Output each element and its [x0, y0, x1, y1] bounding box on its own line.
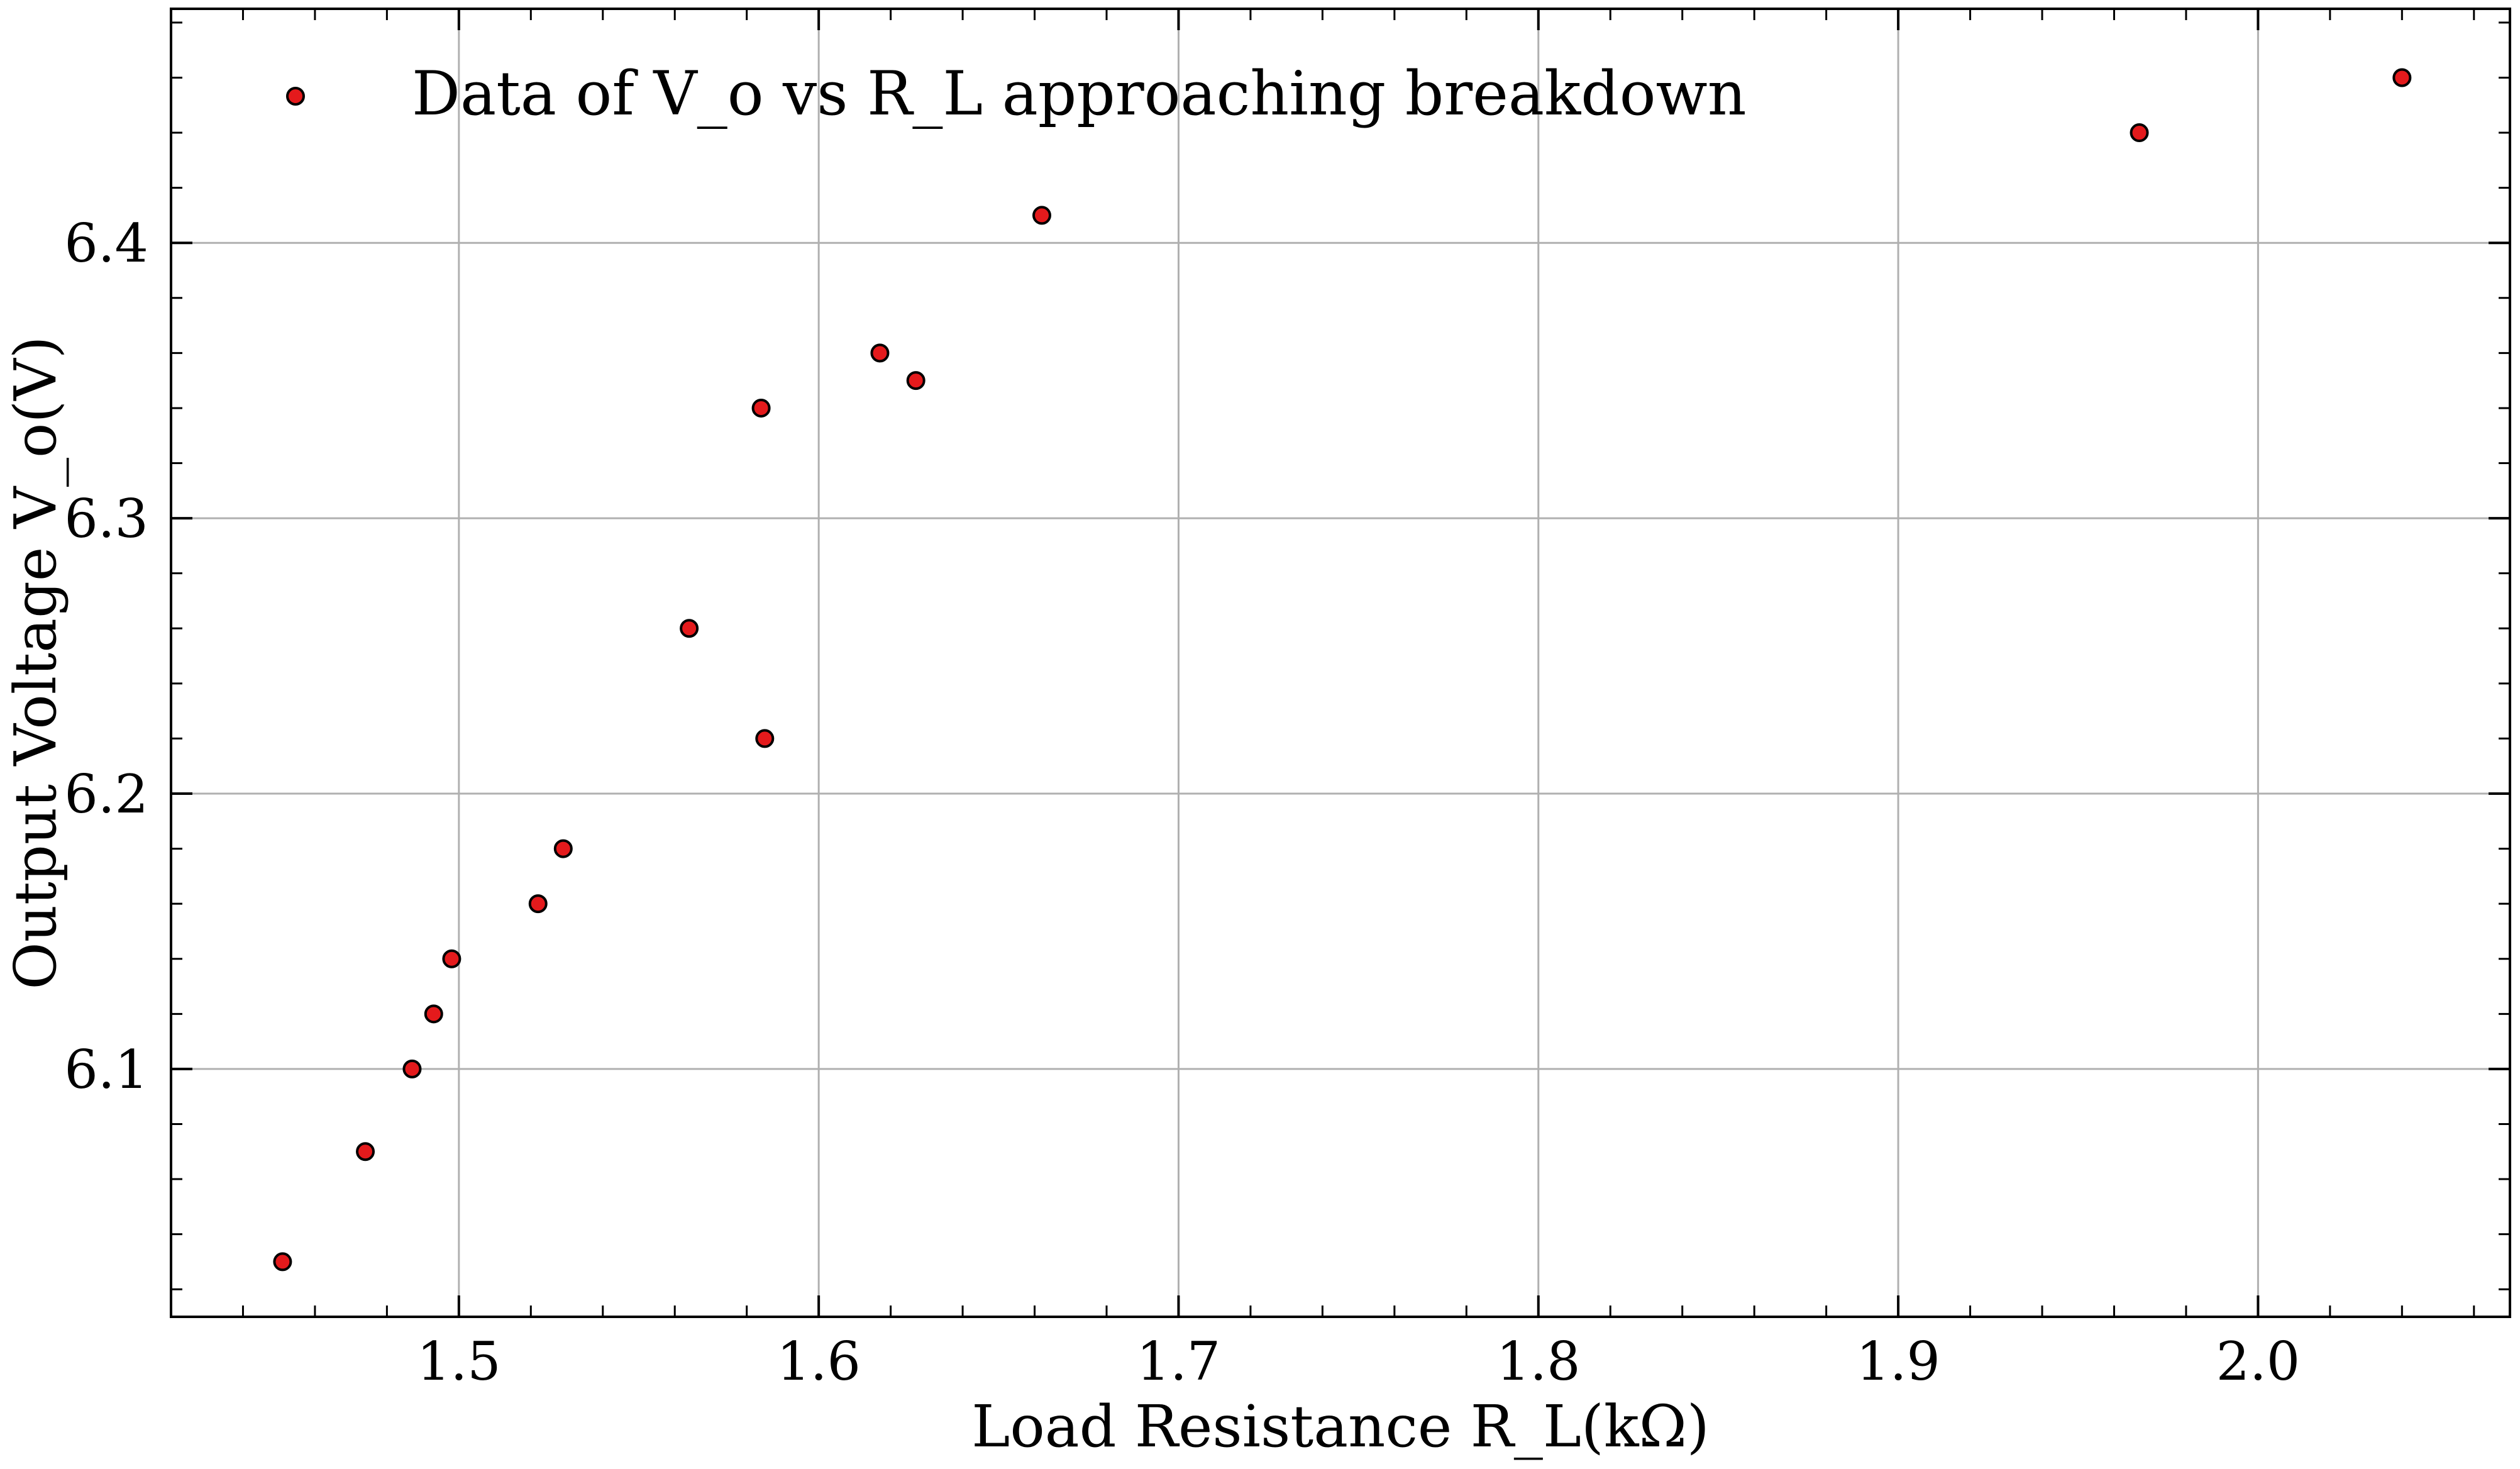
data-point: [751, 398, 771, 418]
x-tick-label: 2.0: [2216, 1331, 2301, 1392]
x-tick-label: 1.5: [417, 1331, 501, 1392]
data-point: [870, 343, 890, 363]
legend: Data of V_o vs R_L approaching breakdown: [286, 58, 1747, 129]
data-point: [402, 1059, 422, 1078]
data-point: [553, 839, 573, 858]
data-points: [273, 68, 2412, 1272]
plot-frame: [170, 8, 2511, 1318]
x-tick-label: 1.7: [1137, 1331, 1221, 1392]
data-point: [424, 1004, 443, 1024]
data-point: [2130, 123, 2149, 143]
data-point: [528, 894, 548, 914]
legend-label: Data of V_o vs R_L approaching breakdown: [412, 58, 1747, 129]
y-tick-label: 6.1: [64, 1039, 148, 1100]
y-axis-title: Output Voltage V_o(V): [2, 336, 69, 989]
grid-lines: [171, 9, 2510, 1317]
axis-ticks: [171, 9, 2510, 1317]
data-point: [755, 729, 775, 748]
data-point: [273, 1252, 292, 1272]
data-point: [680, 619, 699, 638]
data-point: [442, 949, 461, 968]
x-tick-label: 1.8: [1496, 1331, 1581, 1392]
y-tick-label: 6.4: [64, 213, 148, 274]
y-tick-label: 6.3: [64, 488, 148, 550]
x-tick-label: 1.9: [1856, 1331, 1940, 1392]
data-point: [1032, 206, 1051, 225]
data-point: [906, 371, 926, 391]
data-point: [2392, 68, 2412, 87]
x-tick-label: 1.6: [776, 1331, 861, 1392]
legend-marker: [286, 87, 305, 106]
x-axis-title: Load Resistance R_L(kΩ): [971, 1393, 1710, 1460]
data-point: [356, 1142, 375, 1161]
y-tick-label: 6.2: [64, 763, 148, 825]
tick-labels: 1.5 1.6 1.7 1.8 1.9 2.0 6.1 6.2 6.3 6.4: [64, 213, 2300, 1392]
